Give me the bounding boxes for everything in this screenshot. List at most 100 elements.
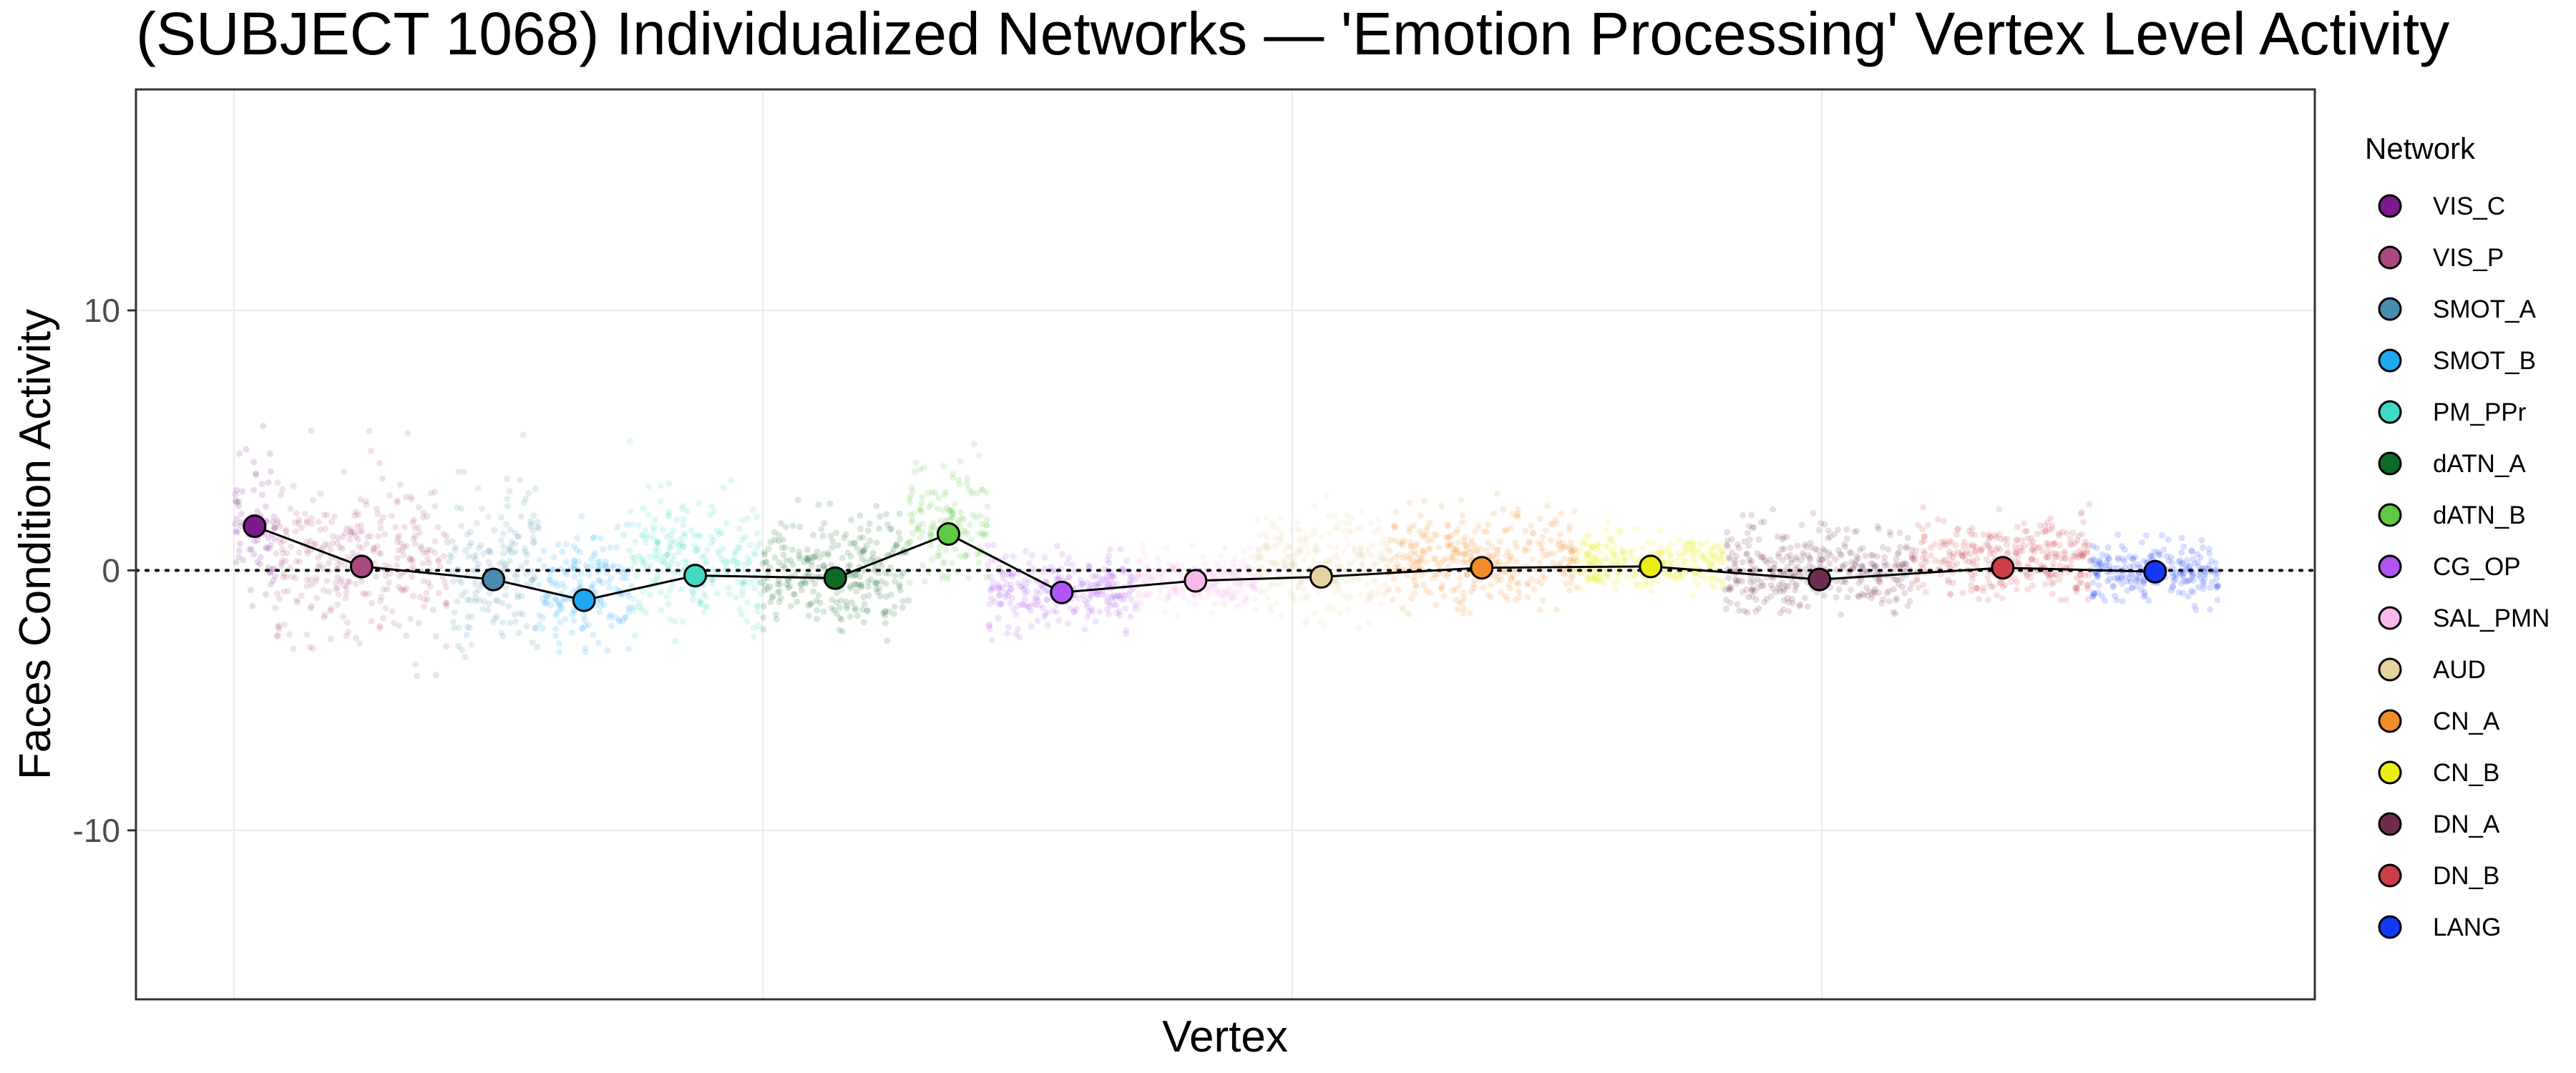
vertex-point [1581,570,1589,577]
legend-key [2378,863,2402,888]
vertex-point [275,632,281,639]
vertex-point [276,536,283,543]
vertex-point [744,554,751,561]
vertex-point [2068,557,2075,564]
vertex-point [1221,589,1227,596]
vertex-point [1731,560,1738,567]
vertex-point [696,601,703,608]
vertex-point [622,614,629,622]
vertex-point [370,548,377,554]
vertex-point [1411,548,1418,555]
vertex-point [1893,577,1901,584]
vertex-point [415,504,422,511]
vertex-point [1131,576,1138,583]
vertex-point [252,470,259,477]
vertex-point [1693,548,1699,555]
vertex-point [1421,497,1428,504]
vertex-point [663,533,670,540]
vertex-point [882,607,889,614]
vertex-point [927,501,935,508]
vertex-point [897,582,903,588]
vertex-point [1875,526,1882,533]
vertex-point [386,579,393,586]
vertex-point [1792,587,1799,594]
legend-key [2378,606,2402,630]
vertex-point [1159,571,1166,578]
vertex-point [1986,550,1994,557]
vertex-point [871,567,878,574]
vertex-point [1477,545,1484,552]
vertex-point [907,492,914,499]
vertex-point [1566,523,1573,530]
vertex-point [2163,553,2170,560]
vertex-point [1919,554,1926,562]
vertex-point [857,512,864,519]
vertex-point [233,515,240,522]
vertex-point [600,601,608,608]
vertex-point [1780,588,1787,594]
vertex-point [723,564,730,571]
vertex-point [2050,540,2057,547]
vertex-point [2053,553,2060,560]
vertex-point [1913,576,1921,583]
vertex-point [1139,592,1146,599]
vertex-point [2150,553,2156,560]
vertex-point [326,588,332,595]
vertex-point [1053,609,1060,616]
vertex-point [1529,529,1536,536]
vertex-point [1392,508,1400,515]
vertex-point [468,613,475,620]
vertex-point [2014,559,2021,567]
vertex-point [1496,558,1503,565]
vertex-point [1341,548,1348,555]
vertex-point [1423,532,1430,539]
vertex-point [321,541,328,548]
vertex-point [1945,560,1952,567]
vertex-point [1119,592,1126,599]
vertex-point [1312,549,1319,556]
vertex-point [789,561,796,568]
vertex-point [2089,579,2097,586]
vertex-point [534,524,541,531]
vertex-point [760,626,767,633]
vertex-point [1711,584,1717,592]
vertex-point [1826,560,1833,567]
vertex-point [2073,584,2080,591]
vertex-point [635,599,643,606]
vertex-point [1006,599,1013,607]
vertex-point [651,516,658,524]
vertex-point [975,559,982,567]
vertex-point [315,564,322,571]
vertex-point [1165,591,1171,598]
vertex-point [1774,533,1781,540]
vertex-point [2160,546,2167,553]
vertex-point [1109,572,1116,579]
vertex-point [521,545,528,552]
vertex-point [240,557,247,564]
vertex-point [1365,550,1372,557]
vertex-point [1322,559,1329,566]
vertex-point [762,559,769,566]
vertex-point [578,571,585,577]
vertex-point [872,579,879,587]
vertex-point [1816,559,1823,566]
vertex-point [1342,534,1350,542]
vertex-point [2190,589,2197,596]
vertex-point [408,496,415,503]
vertex-point [1563,580,1570,587]
vertex-point [522,495,530,502]
vertex-point [2080,553,2087,560]
vertex-point [2072,540,2079,547]
vertex-point [605,578,612,585]
vertex-point [1310,557,1317,564]
vertex-point [1568,549,1576,556]
vertex-point [1391,524,1398,531]
vertex-point [2004,536,2011,542]
vertex-point [1539,573,1546,580]
vertex-point [950,514,957,521]
vertex-point [1631,569,1638,575]
vertex-point [443,533,450,540]
vertex-point [2093,544,2100,552]
vertex-point [351,529,358,536]
legend-label: SMOT_A [2433,295,2537,323]
